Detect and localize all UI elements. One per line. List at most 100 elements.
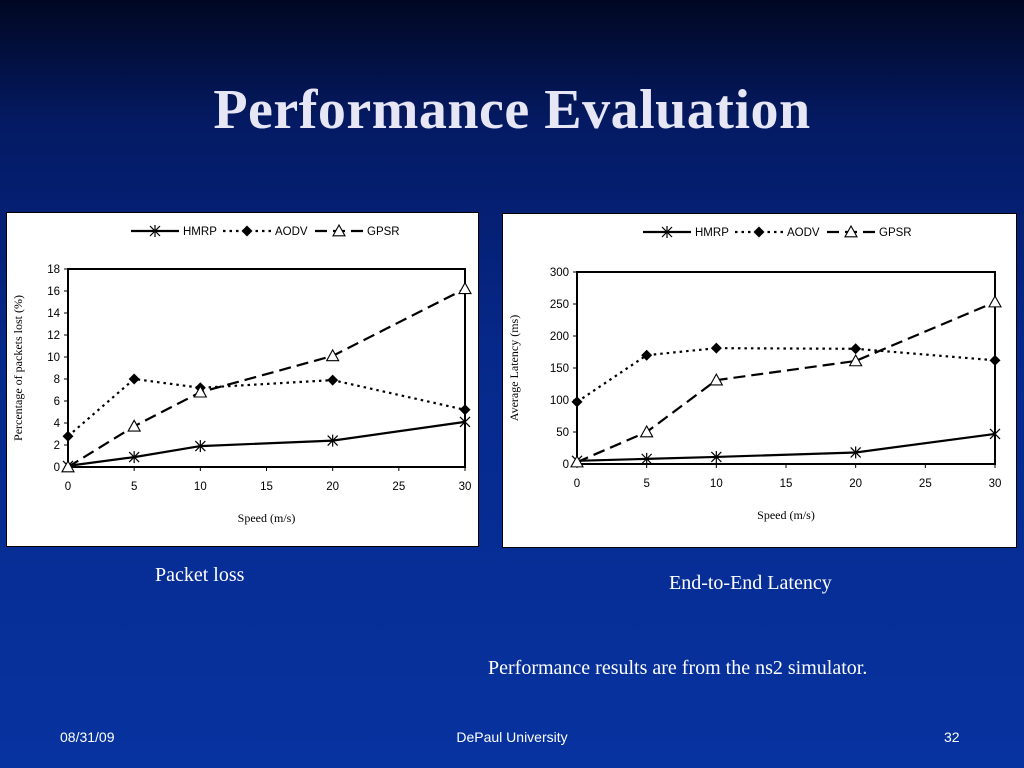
loss-series-hmrp [62,415,471,472]
loss-line-gpsr [67,287,466,468]
loss-point-aodv [459,404,471,416]
latency-point-gpsr [988,294,1002,308]
latency-legend-hmrp: HMRP [643,226,729,239]
loss-point-gpsr [127,419,142,432]
loss-y-tick-label: 12 [47,330,60,342]
latency-x-tick-label: 5 [643,478,649,490]
latency-point-hmrp [710,450,722,463]
loss-point-aodv [128,373,140,385]
latency-x-axis-label: Speed (m/s) [757,508,815,522]
latency-point-gpsr [639,424,654,438]
latency-point-aodv [850,343,862,355]
latency-legend-gpsr: GPSR [827,224,912,239]
loss-x-axis-label: Speed (m/s) [238,511,296,525]
loss-legend-marker [332,223,346,237]
loss-x-tick-label: 30 [459,481,472,493]
footer-organization: DePaul University [456,729,568,745]
latency-series-gpsr [570,294,1002,468]
loss-legend-hmrp: HMRP [131,225,217,238]
latency-point-hmrp [989,427,1001,440]
loss-y-tick-label: 16 [47,286,60,298]
latency-x-tick-label: 15 [780,478,793,490]
loss-y-tick-label: 0 [54,462,60,474]
latency-y-tick-label: 300 [550,267,569,279]
loss-point-gpsr [61,459,75,473]
latency-y-tick-label: 150 [550,363,569,375]
latency-point-aodv [989,354,1001,366]
loss-point-hmrp [459,415,471,428]
packet-loss-chart: 0 2 4 6 8 10 12 14 16 18 0 5 10 15 20 25 30 Speed (m/s) Pe… [6,212,479,547]
slide-title: Performance Evaluation [213,79,811,141]
loss-point-hmrp [327,434,339,447]
latency-legend-marker [844,224,858,238]
latency-x-tick-label: 30 [989,478,1002,490]
loss-x-tick-label: 5 [131,481,137,493]
footer-page-number: 32 [944,729,960,745]
latency-point-gpsr [848,353,863,367]
latency-x-tick-label: 0 [574,478,580,490]
latency-legend-marker [753,226,765,238]
latency-point-gpsr [709,373,724,386]
latency-y-tick-label: 0 [563,459,569,471]
loss-point-gpsr [193,385,208,398]
loss-y-tick-label: 2 [54,440,60,452]
loss-y-tick-label: 18 [47,264,60,276]
loss-point-gpsr [325,348,340,362]
latency-chart-svg: 0 50 100 150 200 250 300 0 5 10 15 20 25 30 Speed (m/s… [507,224,1002,522]
latency-legend-label: AODV [787,227,820,239]
latency-legend-aodv: AODV [735,226,820,239]
loss-point-hmrp [194,440,206,453]
latency-plot-frame [576,271,996,465]
latency-line-gpsr [576,301,996,464]
packet-loss-caption: Packet loss [155,564,245,586]
latency-caption: End-to-End Latency [669,572,832,594]
loss-point-aodv [62,430,74,442]
loss-x-tick-label: 0 [65,481,71,493]
latency-y-tick-label: 100 [550,395,569,407]
loss-x-tick-label: 20 [326,481,339,493]
latency-line-aodv [576,347,996,403]
loss-legend-label: HMRP [183,226,217,238]
loss-point-aodv [327,374,339,386]
latency-point-aodv [641,349,653,361]
latency-x-tick-label: 10 [710,478,723,490]
loss-legend-aodv: AODV [223,225,308,238]
latency-legend-marker [661,226,673,238]
latency-point-aodv [571,396,583,408]
latency-y-axis-label: Average Latency (ms) [507,315,521,421]
loss-point-gpsr [458,281,472,295]
loss-y-axis-label: Percentage of packets lost (%) [11,295,25,441]
loss-x-tick-label: 15 [260,481,273,493]
loss-point-hmrp [128,451,140,464]
loss-legend-gpsr: GPSR [315,223,400,238]
loss-y-tick-label: 8 [54,374,60,386]
latency-legend-label: GPSR [879,227,912,239]
loss-legend-marker [149,225,161,237]
loss-series-gpsr [61,281,472,473]
loss-y-tick-label: 6 [54,396,60,408]
loss-x-tick-label: 10 [194,481,207,493]
latency-y-tick-label: 250 [550,299,569,311]
latency-point-aodv [710,342,722,354]
latency-x-tick-label: 20 [849,478,862,490]
latency-point-hmrp [850,446,862,459]
loss-y-tick-label: 14 [47,308,60,320]
packet-loss-chart-svg: 0 2 4 6 8 10 12 14 16 18 0 5 10 15 20 25 30 Speed (m/s) Pe… [11,223,472,525]
latency-line-hmrp [576,432,996,462]
latency-legend-label: HMRP [695,227,729,239]
loss-plot-frame [67,268,466,468]
loss-line-aodv [67,377,466,438]
loss-x-tick-label: 25 [392,481,405,493]
loss-legend-label: GPSR [367,226,400,238]
latency-chart: 0 50 100 150 200 250 300 0 5 10 15 20 25 30 Speed (m/s… [502,213,1017,548]
simulator-note: Performance results are from the ns2 sim… [488,657,868,679]
loss-legend-label: AODV [275,226,308,238]
loss-legend-marker [241,225,253,237]
loss-y-tick-label: 4 [54,418,61,430]
latency-series-hmrp [571,427,1001,467]
loss-y-tick-label: 10 [47,352,60,364]
latency-point-hmrp [641,452,653,465]
latency-y-tick-label: 50 [556,427,569,439]
latency-series-aodv [571,342,1001,408]
footer-date: 08/31/09 [60,729,115,745]
